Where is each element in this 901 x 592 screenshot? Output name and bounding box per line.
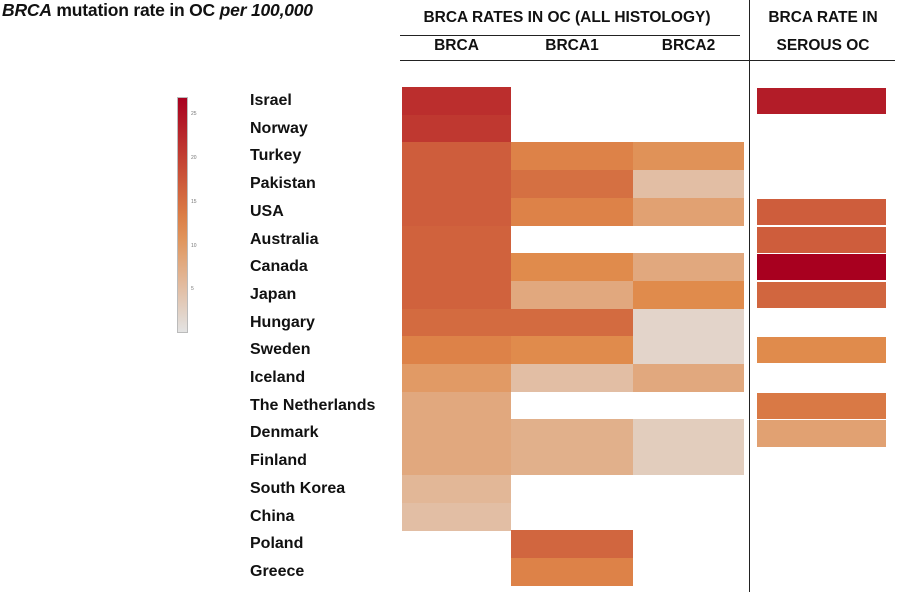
heatmap-cell-denmark-serous — [757, 420, 886, 447]
header-serous-line2: SEROUS OC — [776, 37, 870, 54]
heatmap-cell-denmark-brca1 — [511, 419, 633, 448]
heatmap-cell-turkey-brca2 — [633, 142, 744, 171]
heatmap-cell-canada-brca1 — [511, 253, 633, 282]
colorbar-tick-label: 10 — [191, 242, 197, 249]
row-label-the-netherlands: The Netherlands — [250, 396, 376, 414]
serous-separator-line — [749, 0, 750, 592]
row-label-pakistan: Pakistan — [250, 175, 316, 193]
colorbar — [177, 97, 188, 333]
row-label-usa: USA — [250, 202, 284, 220]
heatmap-cell-poland-brca1 — [511, 530, 633, 559]
header-underline-all-histology — [400, 35, 740, 36]
heatmap-cell-iceland-brca — [402, 364, 511, 393]
heatmap-cell-australia-brca — [402, 225, 511, 254]
heatmap-cell-japan-brca2 — [633, 280, 744, 310]
header-all-histology: BRCA RATES IN OC (ALL HISTOLOGY) — [423, 9, 711, 26]
heatmap-cell-the-netherlands-serous — [757, 392, 886, 419]
heatmap-cell-canada-serous — [757, 254, 886, 281]
header-divider — [400, 60, 895, 61]
row-label-south-korea: South Korea — [250, 479, 346, 497]
row-label-china: China — [250, 507, 295, 525]
heatmap-cell-israel-serous — [757, 88, 886, 115]
heatmap-cell-israel-brca — [402, 87, 511, 116]
heatmap-cell-canada-brca — [402, 253, 511, 282]
title-middle: mutation rate in OC — [51, 0, 220, 20]
heatmap-cell-sweden-serous — [757, 337, 886, 364]
heatmap-cell-norway-brca — [402, 114, 511, 143]
title-italic-per: per 100,000 — [219, 0, 313, 20]
heatmap-cell-denmark-brca — [402, 419, 511, 448]
row-label-israel: Israel — [250, 92, 292, 109]
heatmap-cell-pakistan-brca2 — [633, 170, 744, 199]
column-label-brca2: BRCA2 — [661, 37, 716, 54]
heatmap-cell-usa-serous — [757, 198, 886, 225]
heatmap-cell-iceland-brca2 — [633, 364, 744, 393]
chart-title: BRCA mutation rate in OC per 100,000 — [2, 0, 313, 21]
heatmap-cell-denmark-brca2 — [633, 419, 744, 448]
row-label-japan: Japan — [250, 285, 297, 303]
heatmap-cell-greece-brca1 — [511, 557, 633, 587]
heatmap-cell-hungary-brca — [402, 308, 511, 337]
heatmap-cell-finland-brca1 — [511, 447, 633, 476]
colorbar-tick-label: 25 — [191, 111, 197, 118]
row-label-poland: Poland — [250, 535, 304, 553]
row-label-greece: Greece — [250, 562, 305, 580]
heatmap-cell-finland-brca2 — [633, 447, 744, 476]
row-label-canada: Canada — [250, 258, 308, 276]
heatmap-cell-sweden-brca1 — [511, 336, 633, 365]
title-italic-brca: BRCA — [2, 0, 52, 20]
heatmap-cell-usa-brca1 — [511, 197, 633, 226]
heatmap-cell-hungary-brca1 — [511, 308, 633, 337]
heatmap-cell-japan-brca — [402, 280, 511, 310]
heatmap-cell-australia-serous — [757, 226, 886, 253]
heatmap-cell-south-korea-brca — [402, 474, 511, 503]
heatmap-cell-turkey-brca — [402, 142, 511, 171]
colorbar-tick-label: 15 — [191, 198, 197, 205]
heatmap-cell-hungary-brca2 — [633, 308, 744, 337]
row-label-denmark: Denmark — [250, 424, 319, 442]
heatmap-cell-pakistan-brca — [402, 170, 511, 199]
row-label-norway: Norway — [250, 119, 308, 137]
heatmap-cell-china-brca — [402, 502, 511, 531]
row-label-finland: Finland — [250, 452, 307, 470]
row-label-turkey: Turkey — [250, 147, 302, 165]
heatmap-cell-japan-brca1 — [511, 280, 633, 310]
colorbar-tick-label: 20 — [191, 155, 197, 162]
heatmap-cell-turkey-brca1 — [511, 142, 633, 171]
heatmap-cell-canada-brca2 — [633, 253, 744, 282]
heatmap-cell-usa-brca2 — [633, 197, 744, 226]
heatmap-cell-sweden-brca — [402, 336, 511, 365]
column-label-brca: BRCA — [434, 37, 479, 54]
heatmap-cell-japan-serous — [757, 281, 886, 309]
heatmap-cell-the-netherlands-brca — [402, 391, 511, 420]
header-serous-line1: BRCA RATE IN — [768, 9, 878, 26]
heatmap-cell-pakistan-brca1 — [511, 170, 633, 199]
heatmap-cell-iceland-brca1 — [511, 364, 633, 393]
row-label-hungary: Hungary — [250, 313, 315, 331]
column-label-brca1: BRCA1 — [545, 37, 599, 54]
colorbar-tick-label: 5 — [191, 286, 194, 293]
row-label-sweden: Sweden — [250, 341, 311, 359]
heatmap-cell-sweden-brca2 — [633, 336, 744, 365]
heatmap-cell-usa-brca — [402, 197, 511, 226]
row-label-iceland: Iceland — [250, 369, 306, 386]
row-label-australia: Australia — [250, 230, 319, 248]
heatmap-cell-finland-brca — [402, 447, 511, 476]
